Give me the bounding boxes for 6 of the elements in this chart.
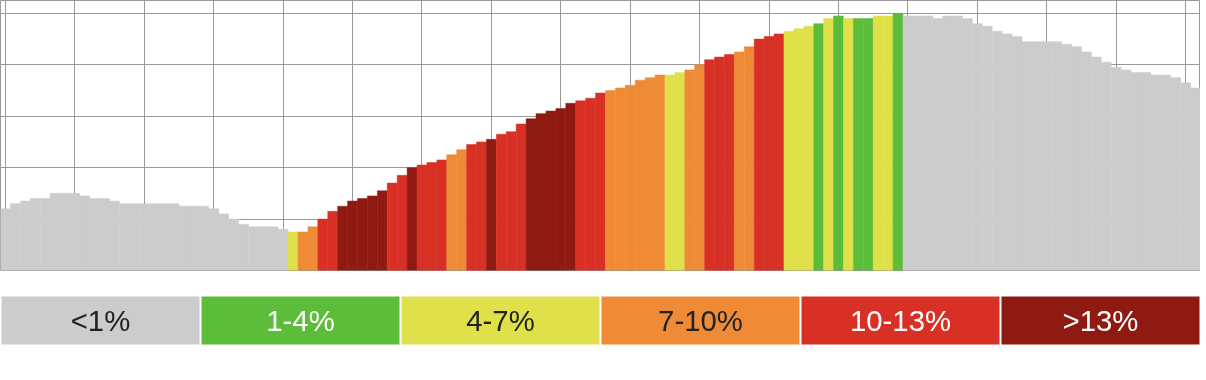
category-label: 1-4% [266,304,335,337]
category-label: 4-7% [466,304,535,337]
category-label: <1% [70,304,131,337]
category-label: >13% [1062,304,1139,337]
category-label: 7-10% [658,304,743,337]
category-label: 10-13% [849,304,952,337]
